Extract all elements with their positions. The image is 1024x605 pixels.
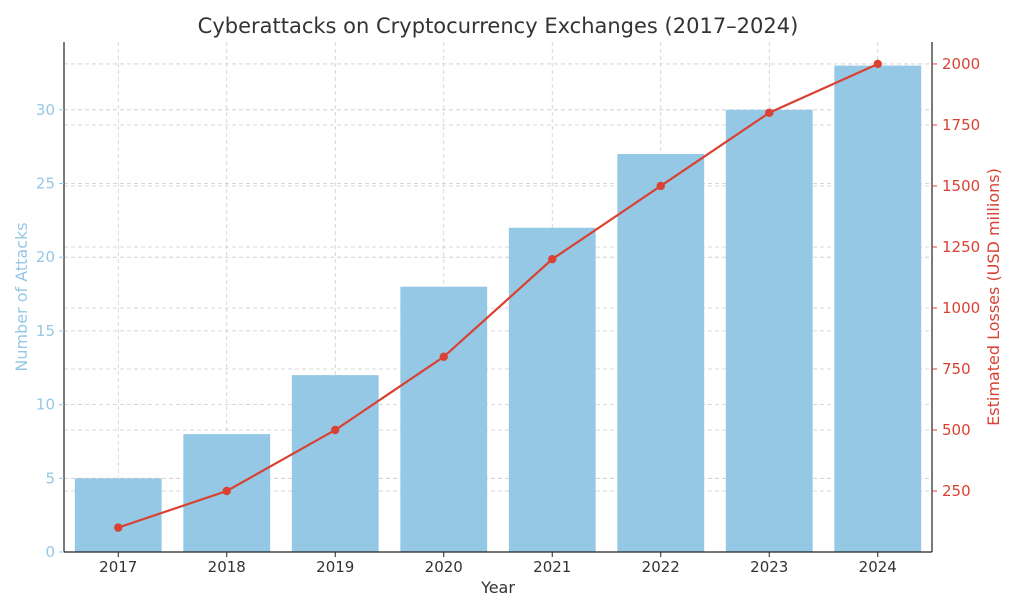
y2-tick-label: 750	[942, 360, 971, 378]
loss-point	[331, 425, 340, 435]
bar	[508, 227, 596, 553]
bar	[725, 109, 813, 552]
loss-line	[117, 62, 879, 529]
bar-series	[74, 65, 922, 553]
bar	[617, 154, 705, 552]
y-tick-label: 10	[36, 396, 55, 414]
loss-point	[439, 352, 448, 361]
loss-point	[873, 59, 882, 69]
y-tick-label: 5	[45, 469, 55, 487]
x-tick-label: 2017	[99, 558, 137, 576]
loss-point	[656, 181, 665, 191]
y2-tick-label: 1000	[942, 299, 980, 317]
loss-point	[548, 254, 557, 264]
loss-point	[222, 486, 231, 496]
y2-tick-label: 1750	[942, 116, 980, 134]
x-tick-label: 2022	[642, 558, 680, 576]
y2-axis-label: Estimated Losses (USD millions)	[984, 168, 1003, 426]
x-tick-label: 2021	[533, 558, 571, 576]
y-tick-label: 20	[36, 248, 55, 266]
y-tick-label: 25	[36, 175, 55, 193]
bar	[400, 286, 488, 552]
x-tick-label: 2019	[316, 558, 354, 576]
bar	[834, 65, 922, 553]
y2-tick-label: 2000	[942, 55, 980, 73]
loss-point	[114, 523, 123, 532]
loss-point	[765, 108, 774, 117]
axes	[63, 42, 933, 553]
x-tick-label: 2023	[750, 558, 788, 576]
bar	[291, 375, 379, 552]
y2-tick-label: 250	[942, 482, 971, 500]
loss-line-series	[114, 59, 882, 532]
bar	[74, 478, 162, 552]
tick-labels: 0 5 10 15 20 25 30 250 500 750 1000 1250 1500 1750 200…	[36, 55, 980, 576]
y2-tick-label: 1500	[942, 177, 980, 195]
y-tick-label: 15	[36, 322, 55, 340]
y-tick-label: 30	[36, 101, 55, 119]
x-tick-label: 2020	[425, 558, 463, 576]
y2-tick-label: 1250	[942, 238, 980, 256]
x-tick-label: 2024	[859, 558, 897, 576]
x-axis-label: Year	[480, 578, 515, 597]
y-tick-label: 0	[45, 543, 55, 561]
y-axis-label: Number of Attacks	[12, 222, 31, 371]
y2-tick-label: 500	[942, 421, 971, 439]
x-tick-label: 2018	[208, 558, 246, 576]
chart-title: Cyberattacks on Cryptocurrency Exchanges…	[198, 14, 799, 38]
